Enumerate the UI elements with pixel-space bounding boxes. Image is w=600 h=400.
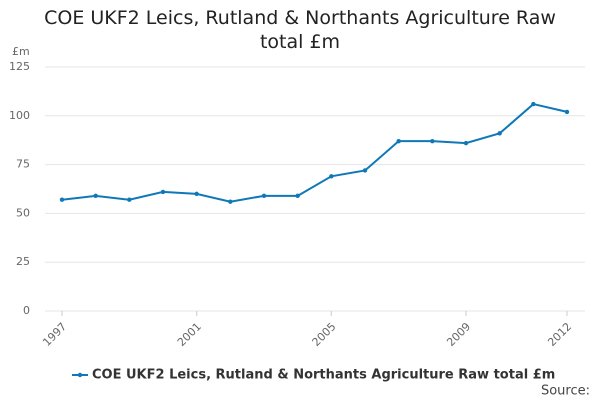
x-tick-label: 2001	[175, 320, 204, 349]
y-tick-label: 100	[9, 109, 30, 122]
line	[61, 102, 568, 203]
point	[261, 193, 267, 199]
point	[160, 189, 166, 195]
point	[93, 193, 98, 199]
y-tick-label: 75	[16, 158, 30, 171]
legend-marker	[77, 372, 83, 378]
y-tick-label: 50	[16, 206, 30, 219]
x-tick-label: 2005	[310, 320, 339, 349]
point	[295, 193, 300, 199]
point	[362, 168, 368, 173]
x-tick-label: 1997	[40, 320, 69, 349]
point	[194, 191, 199, 197]
chart-title: COE UKF2 Leics, Rutland & Northants Agri…	[44, 7, 556, 53]
legend-label: COE UKF2 Leics, Rutland & Northants Agri…	[92, 368, 555, 383]
point	[228, 199, 233, 204]
y-axis-label: £m	[12, 45, 30, 58]
point	[564, 109, 570, 115]
y-tick-label: 0	[23, 304, 30, 317]
point	[463, 140, 469, 146]
x-tick-label: 2012	[545, 320, 574, 349]
x-tick-label: 2009	[444, 320, 473, 349]
point	[430, 138, 435, 144]
y-tick-label: 125	[9, 60, 30, 73]
source-label: Source:	[541, 384, 590, 399]
point	[329, 174, 334, 179]
point	[59, 197, 65, 202]
point	[127, 197, 132, 202]
point	[497, 131, 502, 136]
point	[531, 101, 536, 107]
point	[396, 138, 401, 144]
y-tick-label: 25	[16, 255, 30, 268]
